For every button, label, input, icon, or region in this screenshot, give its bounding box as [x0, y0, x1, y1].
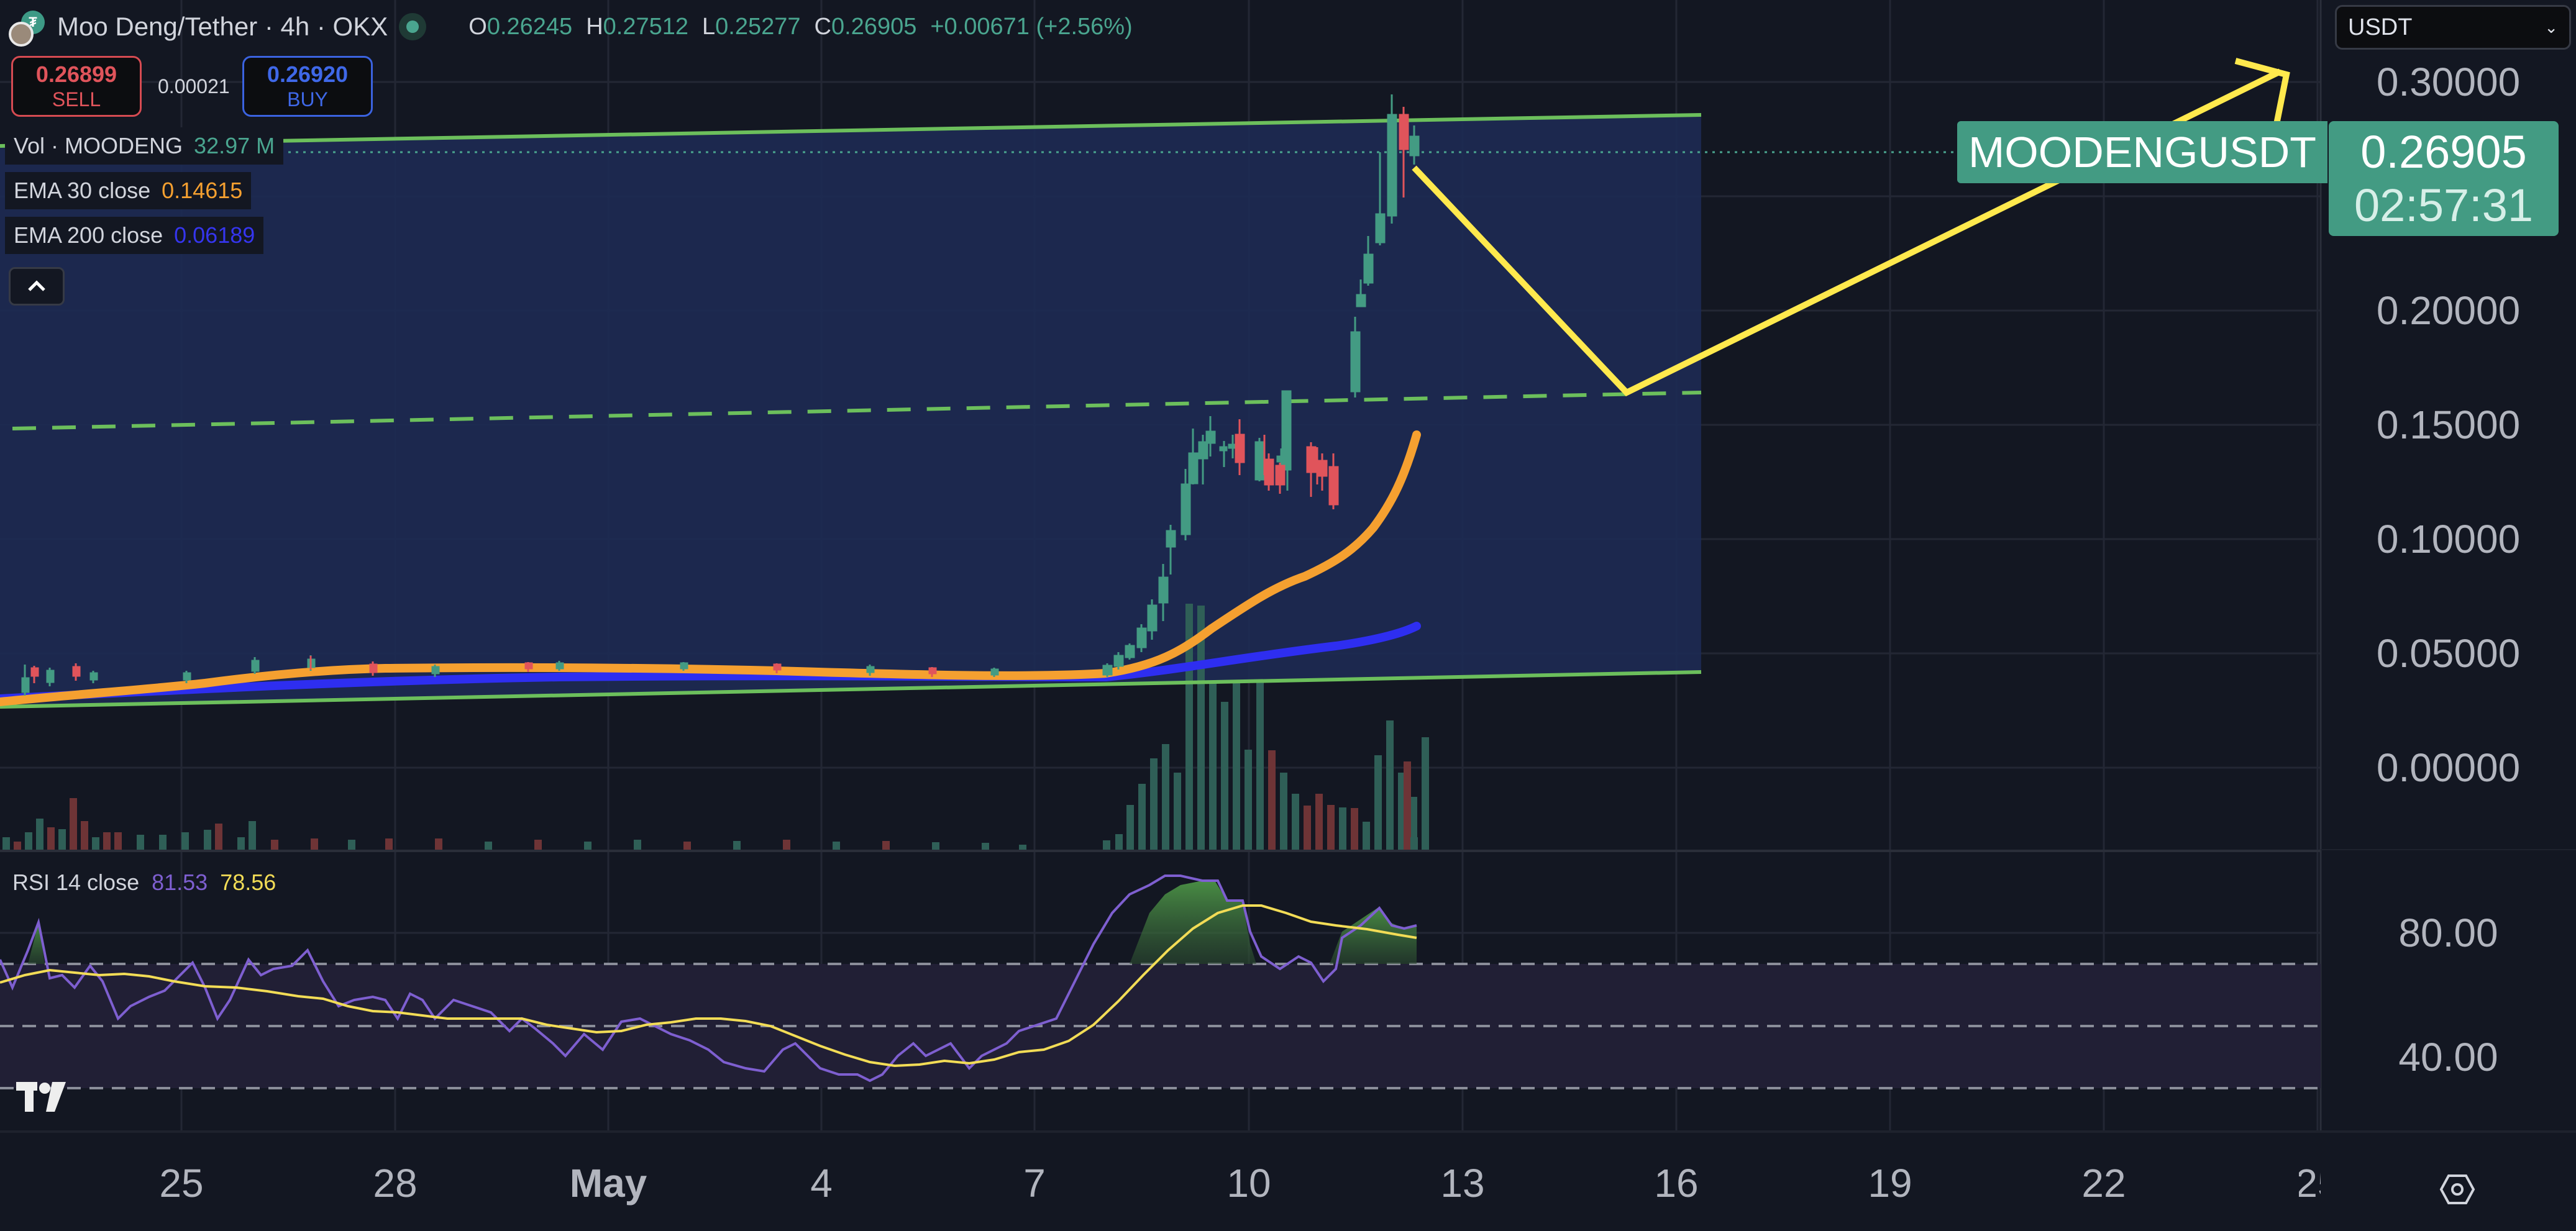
symbol-title[interactable]: Moo Deng/Tether · 4h · OKX: [57, 12, 388, 41]
close-value: 0.26905: [831, 13, 917, 40]
rsi-ma-value: 78.56: [220, 870, 276, 895]
rsi-value: 81.53: [152, 870, 208, 895]
time-axis-label: 10: [1226, 1161, 1271, 1206]
indicator-legend: Vol · MOODENG 32.97 M EMA 30 close 0.146…: [5, 127, 284, 261]
chevron-up-icon: [28, 280, 45, 291]
price-axis-label: 0.20000: [2376, 288, 2521, 333]
tradingview-logo-icon[interactable]: [16, 1079, 76, 1114]
sell-button[interactable]: 0.26899 SELL: [11, 56, 142, 117]
volume-bars: [2, 604, 1429, 850]
change-value: +0.00671 (+2.56%): [930, 13, 1133, 40]
candle-countdown: 02:57:31: [2354, 179, 2534, 231]
open-label: O: [468, 13, 487, 40]
symbol-logo: ₮: [9, 8, 46, 47]
currency-value: USDT: [2348, 14, 2413, 40]
legend-ema30[interactable]: EMA 30 close 0.14615: [5, 172, 252, 209]
ema30-line: [0, 430, 1421, 706]
current-price: 0.26905: [2360, 125, 2527, 178]
ema30-value: 0.14615: [162, 178, 243, 203]
rsi-overbought-fill: [1130, 881, 1256, 964]
time-axis-label: 13: [1440, 1161, 1485, 1206]
ema200-value: 0.06189: [174, 222, 255, 248]
collapse-legend-button[interactable]: [9, 267, 65, 306]
currency-select[interactable]: USDT ⌄: [2335, 5, 2571, 50]
high-value: 0.27512: [603, 13, 689, 40]
spread-value: 0.00021: [158, 75, 230, 98]
settings-icon[interactable]: [2439, 1171, 2476, 1208]
high-label: H: [586, 13, 603, 40]
volume-label: Vol · MOODENG: [14, 133, 183, 158]
ema30-label: EMA 30 close: [14, 178, 151, 203]
time-axis-label: 19: [1868, 1161, 1912, 1206]
channel-upper-line: [0, 113, 1702, 148]
legend-ema200[interactable]: EMA 200 close 0.06189: [5, 217, 264, 254]
ema200-label: EMA 200 close: [14, 222, 163, 248]
rsi-ma-line: [0, 904, 1417, 1068]
rsi-axis-label: 40.00: [2398, 1035, 2498, 1079]
rsi-line: [0, 874, 1417, 1083]
ohlc-values: O0.26245 H0.27512 L0.25277 C0.26905 +0.0…: [468, 14, 1132, 40]
symbol-badge: MOODENGUSDT: [1957, 121, 2327, 183]
time-axis-label: May: [569, 1161, 647, 1206]
channel-mid-line: [12, 391, 1702, 430]
time-axis-label: 4: [810, 1161, 833, 1206]
rsi-axis-label: 80.00: [2398, 911, 2498, 955]
low-label: L: [702, 13, 716, 40]
buy-label: BUY: [287, 88, 328, 111]
candlesticks: [21, 94, 1420, 696]
projection-arrowhead: [2234, 58, 2290, 125]
sell-price: 0.26899: [35, 61, 117, 87]
moodeng-logo-icon: [9, 22, 34, 47]
time-axis-label: 22: [2081, 1161, 2126, 1206]
time-axis-label: 25: [159, 1161, 204, 1206]
chart-header: ₮ Moo Deng/Tether · 4h · OKX O0.26245 H0…: [9, 5, 1133, 48]
sell-label: SELL: [52, 88, 101, 111]
price-axis-label: 0.15000: [2376, 402, 2521, 447]
buy-button[interactable]: 0.26920 BUY: [242, 56, 373, 117]
price-axis-label: 0.05000: [2376, 631, 2521, 676]
time-axis-label: 7: [1023, 1161, 1046, 1206]
time-axis-clip: 25: [2299, 1155, 2321, 1217]
chevron-down-icon: ⌄: [2544, 17, 2558, 37]
low-value: 0.25277: [715, 13, 801, 40]
price-axis-label: 0.30000: [2376, 60, 2521, 104]
time-axis-label: 25: [2299, 1161, 2321, 1206]
trade-panel: 0.26899 SELL 0.00021 0.26920 BUY: [11, 56, 373, 117]
open-value: 0.26245: [486, 13, 573, 40]
live-dot-icon: [399, 13, 427, 40]
current-price-badge: 0.26905 02:57:31: [2329, 121, 2559, 236]
legend-volume[interactable]: Vol · MOODENG 32.97 M: [5, 127, 284, 165]
time-axis-label: 16: [1654, 1161, 1699, 1206]
channel-lower-line: [0, 670, 1702, 709]
time-axis-label: 28: [373, 1161, 418, 1206]
buy-price: 0.26920: [267, 61, 349, 87]
volume-value: 32.97 M: [194, 133, 275, 158]
close-label: C: [814, 13, 831, 40]
price-axis-label: 0.00000: [2376, 745, 2521, 790]
rsi-legend[interactable]: RSI 14 close 81.53 78.56: [12, 870, 276, 896]
price-axis-label: 0.10000: [2376, 517, 2521, 561]
rsi-label: RSI 14 close: [12, 870, 140, 895]
